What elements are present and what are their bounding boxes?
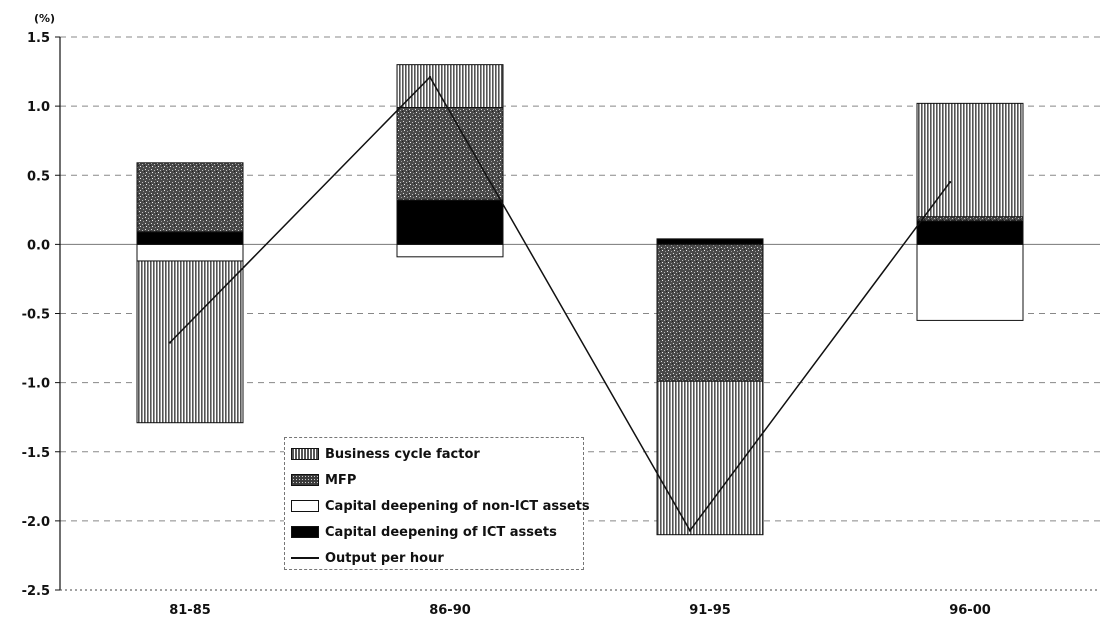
legend-swatch-output bbox=[291, 557, 319, 559]
legend-swatch-business-cycle bbox=[291, 448, 319, 460]
legend-label-output: Output per hour bbox=[325, 550, 444, 566]
y-tick-label: -0.5 bbox=[22, 308, 50, 323]
bar-segment-ict bbox=[656, 238, 764, 245]
y-tick-label: -1.5 bbox=[22, 446, 50, 461]
legend-swatch-ict bbox=[291, 526, 319, 538]
y-tick-label: -2.5 bbox=[22, 584, 50, 599]
unit-label: (%) bbox=[34, 12, 55, 25]
legend-item-output: Output per hour bbox=[291, 548, 444, 568]
bar-segment-ict bbox=[916, 220, 1024, 245]
line-layer bbox=[168, 75, 952, 532]
legend-item-noninfo: Capital deepening of non-ICT assets bbox=[291, 496, 590, 516]
legend-item-mfp: MFP bbox=[291, 470, 356, 490]
output-per-hour-point bbox=[168, 341, 172, 344]
y-tick-label: 0.0 bbox=[27, 238, 50, 253]
axis-layer: 1.5 1.0 0.5 0.0 -0.5 -1.0 -1.5 -2.0 -2.5 81-85 86-… bbox=[22, 31, 1100, 618]
x-tick-label: 96-00 bbox=[949, 603, 991, 618]
bar-segment-ict bbox=[136, 231, 244, 245]
bar-segment-ict bbox=[396, 199, 504, 245]
bar-segment-noninfo bbox=[136, 243, 244, 262]
bar-segment-mfp bbox=[396, 107, 504, 201]
output-per-hour-point bbox=[688, 529, 692, 532]
legend: Business cycle factor MFP Capital deepen… bbox=[284, 437, 590, 570]
y-tick-label: 1.0 bbox=[27, 100, 50, 115]
bar-segment-noninfo bbox=[396, 243, 504, 258]
legend-label-ict: Capital deepening of ICT assets bbox=[325, 524, 557, 540]
bar-segment-cycle bbox=[396, 64, 504, 109]
legend-item-ict: Capital deepening of ICT assets bbox=[291, 522, 557, 542]
bar-segment-cycle bbox=[916, 102, 1024, 218]
x-tick-label: 86-90 bbox=[429, 603, 471, 618]
bar-segment-cycle bbox=[656, 380, 764, 536]
bar-segment-cycle bbox=[136, 260, 244, 424]
bar-segment-noninfo bbox=[916, 243, 1024, 321]
bar-segment-mfp bbox=[136, 162, 244, 233]
legend-label-business-cycle: Business cycle factor bbox=[325, 446, 480, 462]
legend-item-business-cycle: Business cycle factor bbox=[291, 444, 480, 464]
legend-label-mfp: MFP bbox=[325, 472, 357, 488]
y-tick-label: 1.5 bbox=[27, 31, 50, 46]
legend-swatch-mfp bbox=[291, 474, 319, 486]
legend-swatch-noninfo bbox=[291, 500, 319, 512]
legend-label-noninfo: Capital deepening of non-ICT assets bbox=[325, 498, 590, 514]
x-tick-label: 91-95 bbox=[689, 603, 731, 618]
bar-segment-mfp bbox=[916, 216, 1024, 222]
output-per-hour-point bbox=[428, 75, 432, 79]
y-tick-label: -1.0 bbox=[22, 377, 50, 392]
x-tick-label: 81-85 bbox=[169, 603, 211, 618]
bar-segment-mfp bbox=[656, 243, 764, 382]
output-per-hour-line bbox=[169, 75, 951, 532]
y-tick-label: -2.0 bbox=[22, 515, 50, 530]
bars-layer bbox=[136, 64, 1024, 536]
y-tick-label: 0.5 bbox=[27, 169, 50, 184]
output-per-hour-point bbox=[948, 180, 952, 184]
